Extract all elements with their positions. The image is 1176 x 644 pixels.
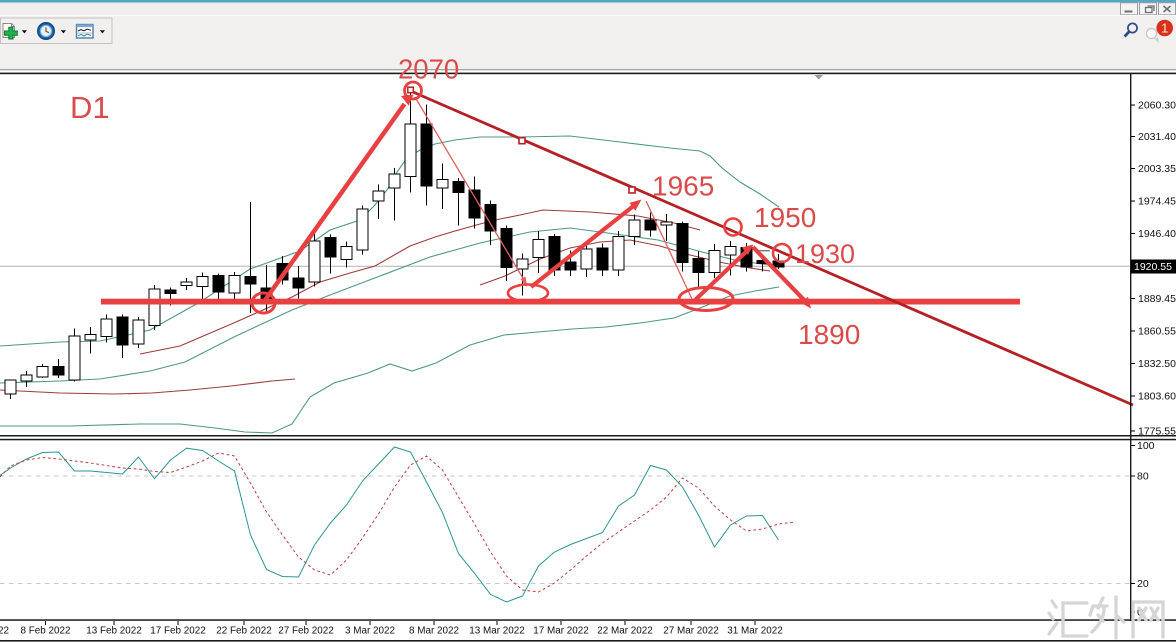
svg-text:3 Mar 2022: 3 Mar 2022 <box>345 626 395 637</box>
svg-text:20: 20 <box>1137 578 1149 590</box>
svg-text:1775.55: 1775.55 <box>1138 426 1176 438</box>
svg-text:1930: 1930 <box>795 239 855 269</box>
svg-text:1889.45: 1889.45 <box>1138 293 1176 305</box>
svg-text:2070: 2070 <box>398 54 459 85</box>
svg-text:27 Mar 2022: 27 Mar 2022 <box>663 626 718 637</box>
svg-text:1890: 1890 <box>798 319 860 350</box>
svg-text:80: 80 <box>1137 471 1149 483</box>
svg-text:8 Feb 2022: 8 Feb 2022 <box>21 626 71 637</box>
svg-text:1832.50: 1832.50 <box>1138 358 1176 370</box>
svg-text:13 Feb 2022: 13 Feb 2022 <box>86 626 141 637</box>
svg-text:13 Mar 2022: 13 Mar 2022 <box>469 626 524 637</box>
svg-text:31 Mar 2022: 31 Mar 2022 <box>727 626 782 637</box>
svg-text:100: 100 <box>1137 440 1155 452</box>
svg-text:1860.55: 1860.55 <box>1138 326 1176 338</box>
svg-text:1950: 1950 <box>754 202 816 233</box>
svg-text:2003.35: 2003.35 <box>1138 163 1176 175</box>
svg-text:1: 1 <box>1161 21 1168 36</box>
svg-text:3 Feb 2022: 3 Feb 2022 <box>0 626 9 637</box>
svg-text:22 Feb 2022: 22 Feb 2022 <box>216 626 271 637</box>
svg-text:1974.45: 1974.45 <box>1138 196 1176 208</box>
svg-text:1946.40: 1946.40 <box>1138 228 1176 240</box>
svg-text:2031.40: 2031.40 <box>1138 131 1176 143</box>
svg-text:17 Mar 2022: 17 Mar 2022 <box>533 626 588 637</box>
svg-text:D1: D1 <box>70 90 110 125</box>
svg-text:27 Feb 2022: 27 Feb 2022 <box>278 626 333 637</box>
svg-text:8 Mar 2022: 8 Mar 2022 <box>409 626 459 637</box>
svg-text:17 Feb 2022: 17 Feb 2022 <box>150 626 205 637</box>
svg-text:1803.60: 1803.60 <box>1138 391 1176 403</box>
svg-text:2060.30: 2060.30 <box>1138 100 1176 112</box>
svg-text:1920.55: 1920.55 <box>1134 261 1172 273</box>
svg-text:1965: 1965 <box>652 171 714 202</box>
svg-text:22 Mar 2022: 22 Mar 2022 <box>597 626 652 637</box>
